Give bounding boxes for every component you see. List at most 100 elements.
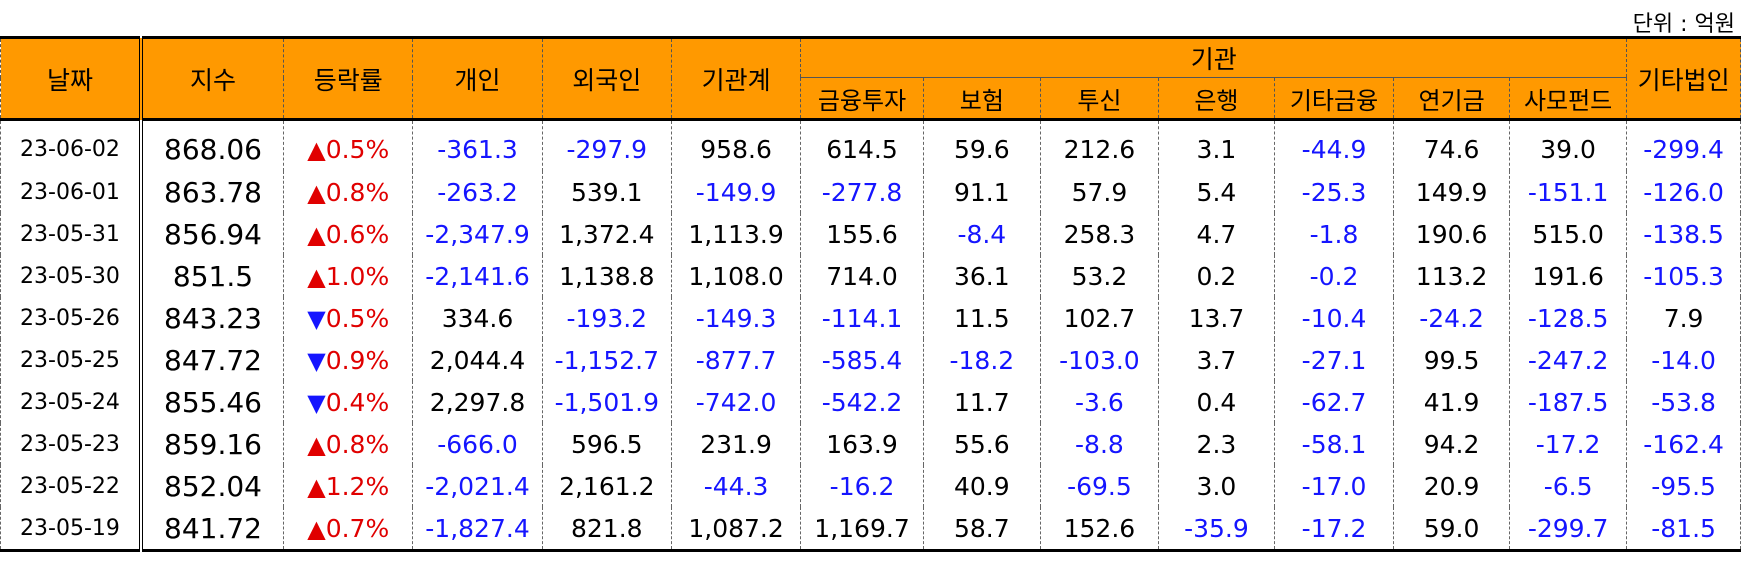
cell-other-corp: -105.3 <box>1626 255 1741 297</box>
cell-insurance: 36.1 <box>922 255 1041 297</box>
cell-pension: 190.6 <box>1393 213 1511 255</box>
change-percent: 0.7% <box>325 513 390 543</box>
cell-investment-trust: 57.9 <box>1039 171 1159 213</box>
cell-investment-trust: -3.6 <box>1039 381 1159 423</box>
cell-index: 863.78 <box>140 171 285 213</box>
cell-change: ▲0.8% <box>283 171 414 213</box>
cell-financial-investment: -585.4 <box>800 339 924 381</box>
cell-inst-total: 1,087.2 <box>670 507 802 552</box>
col-header-institution: 기관 <box>800 36 1628 78</box>
cell-pension: 41.9 <box>1393 381 1511 423</box>
cell-bank: 3.0 <box>1157 465 1275 507</box>
col-header-insurance: 보험 <box>922 77 1041 121</box>
cell-change: ▲0.7% <box>283 507 414 552</box>
cell-foreign: -297.9 <box>541 119 672 171</box>
cell-index: 843.23 <box>140 297 285 339</box>
cell-index: 856.94 <box>140 213 285 255</box>
cell-private-fund: -151.1 <box>1509 171 1628 213</box>
cell-date: 23-06-01 <box>0 171 143 213</box>
cell-foreign: 1,372.4 <box>541 213 672 255</box>
cell-change: ▼0.9% <box>283 339 414 381</box>
cell-foreign: -1,152.7 <box>541 339 672 381</box>
col-header-individual: 개인 <box>412 36 543 121</box>
cell-bank: 0.4 <box>1157 381 1275 423</box>
cell-financial-investment: 1,169.7 <box>800 507 924 552</box>
cell-other-corp: 7.9 <box>1626 297 1741 339</box>
cell-index: 855.46 <box>140 381 285 423</box>
cell-date: 23-05-31 <box>0 213 143 255</box>
table-row: 23-05-24 855.46 ▼0.4% 2,297.8 -1,501.9 -742.0… <box>0 381 1741 423</box>
cell-financial-investment: -542.2 <box>800 381 924 423</box>
cell-financial-investment: -16.2 <box>800 465 924 507</box>
cell-index: 868.06 <box>140 119 285 171</box>
cell-individual: 2,297.8 <box>412 381 543 423</box>
col-header-foreign: 외국인 <box>541 36 672 121</box>
up-triangle-icon: ▲ <box>307 472 326 501</box>
cell-pension: 113.2 <box>1393 255 1511 297</box>
cell-investment-trust: -103.0 <box>1039 339 1159 381</box>
cell-financial-investment: 155.6 <box>800 213 924 255</box>
table-body: 23-06-02 868.06 ▲0.5% -361.3 -297.9 958.6 614.… <box>0 119 1741 552</box>
cell-insurance: 11.5 <box>922 297 1041 339</box>
cell-foreign: 596.5 <box>541 423 672 465</box>
cell-foreign: -1,501.9 <box>541 381 672 423</box>
change-percent: 1.0% <box>325 261 390 291</box>
cell-bank: 3.1 <box>1157 119 1275 171</box>
cell-date: 23-05-25 <box>0 339 143 381</box>
cell-date: 23-05-22 <box>0 465 143 507</box>
cell-insurance: 55.6 <box>922 423 1041 465</box>
cell-financial-investment: 163.9 <box>800 423 924 465</box>
col-header-other-corp: 기타법인 <box>1626 36 1741 121</box>
cell-foreign: 539.1 <box>541 171 672 213</box>
cell-individual: -1,827.4 <box>412 507 543 552</box>
cell-foreign: 1,138.8 <box>541 255 672 297</box>
table-row: 23-06-02 868.06 ▲0.5% -361.3 -297.9 958.6 614.… <box>0 119 1741 171</box>
cell-private-fund: -299.7 <box>1509 507 1628 552</box>
cell-other-finance: -10.4 <box>1273 297 1395 339</box>
cell-bank: 3.7 <box>1157 339 1275 381</box>
cell-insurance: -18.2 <box>922 339 1041 381</box>
cell-private-fund: 39.0 <box>1509 119 1628 171</box>
col-header-financial-investment: 금융투자 <box>800 77 924 121</box>
cell-pension: 74.6 <box>1393 119 1511 171</box>
cell-individual: -2,021.4 <box>412 465 543 507</box>
cell-date: 23-05-26 <box>0 297 143 339</box>
cell-bank: 5.4 <box>1157 171 1275 213</box>
cell-index: 851.5 <box>140 255 285 297</box>
cell-inst-total: 958.6 <box>670 119 802 171</box>
header-row: 날짜 지수 등락률 개인 외국인 기관계 기관 기타법인 <box>0 36 1741 121</box>
cell-bank: 13.7 <box>1157 297 1275 339</box>
cell-pension: 59.0 <box>1393 507 1511 552</box>
col-header-bank: 은행 <box>1157 77 1275 121</box>
cell-inst-total: -877.7 <box>670 339 802 381</box>
cell-change: ▲1.2% <box>283 465 414 507</box>
cell-insurance: 11.7 <box>922 381 1041 423</box>
table-row: 23-05-19 841.72 ▲0.7% -1,827.4 821.8 1,087.2 1… <box>0 507 1741 552</box>
cell-pension: 20.9 <box>1393 465 1511 507</box>
cell-bank: -35.9 <box>1157 507 1275 552</box>
cell-pension: 149.9 <box>1393 171 1511 213</box>
cell-individual: -666.0 <box>412 423 543 465</box>
cell-investment-trust: 53.2 <box>1039 255 1159 297</box>
cell-other-corp: -126.0 <box>1626 171 1741 213</box>
cell-other-corp: -53.8 <box>1626 381 1741 423</box>
cell-other-corp: -14.0 <box>1626 339 1741 381</box>
cell-foreign: 2,161.2 <box>541 465 672 507</box>
cell-index: 847.72 <box>140 339 285 381</box>
change-percent: 1.2% <box>325 471 390 501</box>
cell-inst-total: 1,108.0 <box>670 255 802 297</box>
down-triangle-icon: ▼ <box>307 304 326 333</box>
cell-date: 23-05-23 <box>0 423 143 465</box>
cell-private-fund: -128.5 <box>1509 297 1628 339</box>
cell-individual: -2,347.9 <box>412 213 543 255</box>
cell-financial-investment: 614.5 <box>800 119 924 171</box>
cell-foreign: 821.8 <box>541 507 672 552</box>
cell-insurance: 91.1 <box>922 171 1041 213</box>
cell-insurance: 59.6 <box>922 119 1041 171</box>
cell-insurance: 58.7 <box>922 507 1041 552</box>
col-header-date: 날짜 <box>0 36 143 121</box>
cell-other-corp: -81.5 <box>1626 507 1741 552</box>
col-header-other-finance: 기타금융 <box>1273 77 1395 121</box>
cell-other-finance: -58.1 <box>1273 423 1395 465</box>
cell-pension: 99.5 <box>1393 339 1511 381</box>
